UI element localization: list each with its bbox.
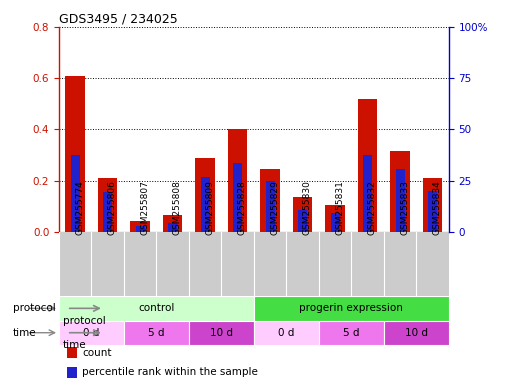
Text: GSM255833: GSM255833	[400, 180, 409, 235]
Bar	[168, 223, 177, 232]
Text: 10 d: 10 d	[405, 328, 428, 338]
Text: GSM255807: GSM255807	[140, 180, 149, 235]
Bar	[396, 169, 405, 232]
Text: 0 d: 0 d	[278, 328, 294, 338]
Text: time: time	[13, 328, 36, 338]
Text: time: time	[63, 340, 87, 350]
Text: GSM255828: GSM255828	[238, 180, 247, 235]
Bar	[124, 321, 189, 345]
Bar	[67, 348, 76, 358]
Bar	[254, 321, 319, 345]
Bar	[228, 129, 247, 232]
Bar	[66, 76, 85, 232]
Bar	[98, 178, 117, 232]
Text: GSM255806: GSM255806	[108, 180, 117, 235]
Bar	[103, 192, 112, 232]
Bar	[254, 296, 449, 321]
Bar	[423, 178, 442, 232]
Bar	[136, 226, 145, 232]
Text: GSM255809: GSM255809	[205, 180, 214, 235]
Text: control: control	[139, 303, 174, 313]
Bar	[261, 169, 280, 232]
Text: GSM255774: GSM255774	[75, 180, 84, 235]
Bar	[293, 197, 312, 232]
Text: 0 d: 0 d	[83, 328, 100, 338]
Bar	[130, 220, 150, 232]
Bar	[59, 321, 124, 345]
Text: GSM255829: GSM255829	[270, 180, 279, 235]
Bar	[384, 321, 449, 345]
Bar	[363, 155, 372, 232]
Text: GSM255808: GSM255808	[173, 180, 182, 235]
Bar	[266, 181, 274, 232]
Text: 10 d: 10 d	[210, 328, 233, 338]
Text: progerin expression: progerin expression	[300, 303, 403, 313]
Text: GSM255834: GSM255834	[432, 180, 442, 235]
Text: percentile rank within the sample: percentile rank within the sample	[83, 367, 258, 377]
Bar	[298, 210, 307, 232]
Bar	[59, 296, 254, 321]
Bar	[163, 215, 183, 232]
Bar	[189, 321, 254, 345]
Text: protocol: protocol	[13, 303, 55, 313]
Text: GSM255831: GSM255831	[335, 180, 344, 235]
Bar	[195, 158, 215, 232]
Bar	[67, 367, 76, 378]
Bar	[358, 99, 378, 232]
Bar	[71, 155, 80, 232]
Bar	[428, 191, 437, 232]
Text: protocol: protocol	[63, 316, 106, 326]
Bar	[319, 321, 384, 345]
Bar	[201, 177, 210, 232]
Text: GDS3495 / 234025: GDS3495 / 234025	[59, 13, 177, 26]
Text: GSM255832: GSM255832	[368, 180, 377, 235]
Bar	[331, 213, 340, 232]
Text: 5 d: 5 d	[148, 328, 165, 338]
Bar	[390, 151, 410, 232]
Bar	[325, 205, 345, 232]
Text: 5 d: 5 d	[343, 328, 360, 338]
Text: GSM255830: GSM255830	[303, 180, 312, 235]
Text: count: count	[83, 348, 112, 358]
Bar	[233, 163, 242, 232]
